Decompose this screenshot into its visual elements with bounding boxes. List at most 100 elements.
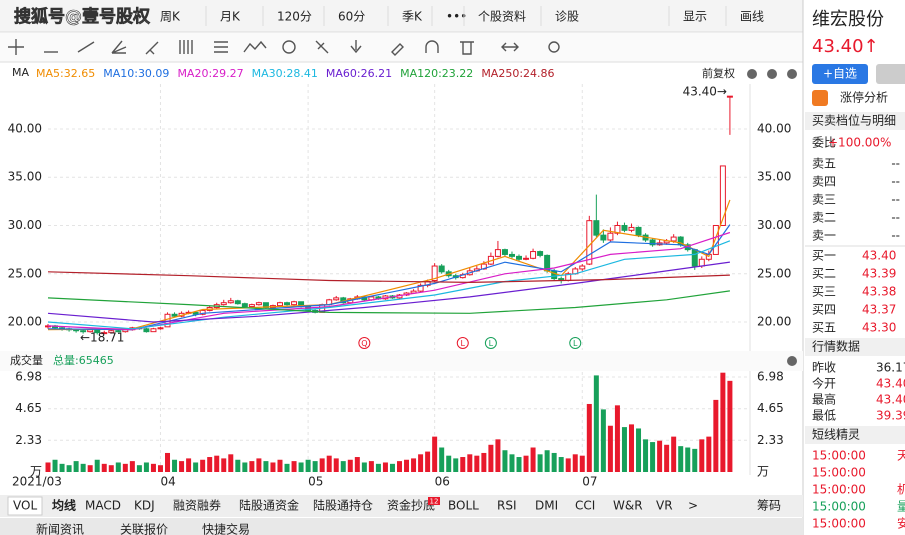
volume-bar <box>375 463 381 472</box>
quote-value: 43.40 <box>876 393 905 407</box>
candle-body <box>691 249 698 267</box>
indicator-tab[interactable]: 筹码 <box>757 499 781 513</box>
volume-bar <box>551 452 557 472</box>
indicator-tab[interactable]: W&R <box>613 499 643 513</box>
candle-body <box>143 328 150 333</box>
bid-price: 43.37 <box>862 303 896 317</box>
volume-bar <box>404 459 410 472</box>
add-watch-label[interactable]: +自选 <box>823 67 857 81</box>
volume-bar <box>340 461 346 472</box>
bid-price: 43.39 <box>862 267 896 281</box>
ask-price: -- <box>891 175 900 189</box>
volume-bar <box>165 452 171 472</box>
candle-body <box>417 284 424 292</box>
settings[interactable] <box>787 356 797 366</box>
top-tab[interactable]: 月K <box>220 10 241 24</box>
indicator-tab[interactable]: 均线 <box>52 498 76 513</box>
candle-body <box>227 300 234 304</box>
indicator-tab[interactable]: CCI <box>575 499 595 513</box>
top-tab[interactable]: 周K <box>160 10 181 24</box>
volume-bar <box>179 461 185 472</box>
annotation: 43.40→ <box>683 85 727 99</box>
bid-label: 买三 <box>812 285 836 299</box>
ma-line <box>47 224 731 331</box>
sprite-text: 机 <box>897 483 905 497</box>
volume-bar <box>172 459 178 472</box>
candle-body <box>530 251 537 259</box>
add-watch-button[interactable] <box>812 64 868 84</box>
top-tab[interactable]: 60分 <box>338 10 365 24</box>
x-tick-label: 06 <box>435 475 450 489</box>
volume-bar <box>101 463 107 472</box>
adjust-toggle[interactable]: 前复权 <box>702 66 735 80</box>
top-tab[interactable]: 个股资料 <box>478 10 526 24</box>
section-title: 买卖档位与明细 <box>812 113 896 128</box>
event-marker[interactable] <box>358 337 371 349</box>
section-title: 短线精灵 <box>812 428 860 442</box>
indicator-tab[interactable]: MACD <box>85 499 121 513</box>
volume-bar <box>150 463 156 472</box>
event-marker[interactable] <box>569 337 582 349</box>
top-tab[interactable]: 诊股 <box>555 10 579 24</box>
volume-bar <box>354 457 360 472</box>
top-tab[interactable]: 120分 <box>277 10 312 24</box>
top-tab[interactable]: 显示 <box>683 10 707 24</box>
volume-bar <box>143 462 149 472</box>
volume-bar <box>481 452 487 472</box>
zoom-in[interactable] <box>767 69 777 79</box>
ma-line <box>47 261 730 323</box>
bottom-tab[interactable]: 关联报价 <box>120 522 168 535</box>
bottom-tab[interactable]: 新闻资讯 <box>36 522 84 535</box>
indicator-tab[interactable]: RSI <box>497 499 517 513</box>
candle-body <box>508 253 515 257</box>
indicator-tab[interactable]: KDJ <box>134 499 155 513</box>
event-marker[interactable] <box>484 337 497 349</box>
top-tab[interactable]: 季K <box>402 10 423 24</box>
y-tick-label-right: 20.00 <box>757 315 791 329</box>
top-tab[interactable]: 画线 <box>740 10 764 24</box>
event-marker-label: L <box>461 339 466 348</box>
badge: 12 <box>430 498 439 506</box>
settings[interactable] <box>787 69 797 79</box>
indicator-tab[interactable]: DMI <box>535 499 558 513</box>
candle-body <box>333 297 340 301</box>
volume-bar <box>382 462 388 472</box>
y-tick-label: 35.00 <box>8 170 42 184</box>
button[interactable] <box>876 64 905 84</box>
bottom-tab[interactable]: 快捷交易 <box>202 522 250 535</box>
candle-body <box>255 302 262 306</box>
volume-bar <box>657 440 663 472</box>
volume-bar <box>115 462 121 472</box>
quote-value: 39.39 <box>876 409 905 423</box>
zoom-out[interactable] <box>747 69 757 79</box>
indicator-tab[interactable]: 融资融券 <box>173 498 221 513</box>
y-tick-label-right: 30.00 <box>757 218 791 232</box>
indicator-tab[interactable]: VR <box>656 499 673 513</box>
candle-body <box>516 255 523 260</box>
candle-body <box>579 265 586 270</box>
indicator-tab[interactable]: VOL <box>13 499 37 513</box>
quote-label: 昨收 <box>812 361 836 375</box>
top-tab[interactable]: ••• <box>446 10 467 24</box>
sprite-text: 安 <box>897 516 905 531</box>
volume-bar <box>361 462 367 472</box>
volume-bar <box>586 403 592 472</box>
sprite-text: 天 <box>897 449 905 463</box>
indicator-tab[interactable]: 资金抄底 <box>387 498 435 513</box>
volume-bar <box>516 457 522 472</box>
indicator-tab[interactable]: > <box>688 499 698 513</box>
indicator-tab[interactable]: 陆股通资金 <box>239 498 299 513</box>
indicator-tab[interactable]: BOLL <box>448 499 479 513</box>
event-marker[interactable] <box>456 337 469 349</box>
volume-bar <box>432 436 438 472</box>
limit-analysis[interactable]: 涨停分析 <box>840 90 888 105</box>
candle-body <box>115 330 122 333</box>
volume-bar <box>453 458 459 472</box>
legend-entry: MA120:23.22 <box>400 67 473 80</box>
volume-bar <box>579 455 585 472</box>
candle-body <box>523 257 530 260</box>
volume-bar <box>80 463 86 472</box>
event-marker-label: L <box>489 339 494 348</box>
indicator-tab[interactable]: 陆股通持仓 <box>313 498 373 513</box>
quote-label: 最低 <box>812 409 836 423</box>
